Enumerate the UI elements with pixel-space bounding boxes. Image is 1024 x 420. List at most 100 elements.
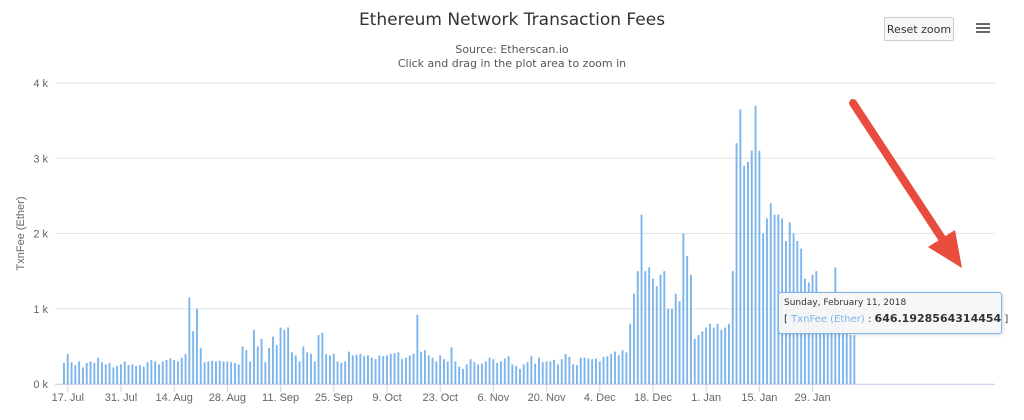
bar — [560, 359, 563, 384]
bar — [652, 278, 654, 384]
bar — [462, 368, 464, 384]
bar — [488, 357, 491, 384]
bar — [104, 364, 107, 384]
x-tick-label: 18. Dec — [634, 392, 672, 404]
bar — [63, 362, 65, 384]
red-arrow-icon — [849, 99, 962, 268]
bar — [173, 359, 176, 384]
y-tick-label: 1 k — [33, 304, 48, 316]
bar — [378, 355, 381, 384]
bar — [583, 357, 586, 384]
bar — [401, 359, 404, 384]
bar — [393, 353, 396, 384]
bar — [500, 361, 502, 384]
bar — [298, 361, 301, 384]
bar — [519, 368, 521, 384]
bar — [420, 351, 423, 384]
x-tick-label: 31. Jul — [105, 392, 137, 404]
y-tick-label: 0 k — [33, 379, 48, 391]
bar — [355, 354, 358, 384]
bar — [416, 314, 419, 384]
bar — [629, 323, 632, 384]
bar — [477, 364, 480, 384]
hamburger-menu-icon[interactable] — [974, 20, 992, 36]
bar — [602, 356, 605, 384]
bar — [595, 358, 597, 384]
bar — [272, 336, 274, 384]
x-tick-label: 6. Nov — [478, 392, 510, 404]
bar — [728, 323, 730, 384]
bar — [249, 361, 252, 384]
bar — [739, 109, 742, 384]
bar — [306, 352, 309, 384]
bar — [545, 361, 548, 384]
x-tick-label: 11. Sep — [262, 392, 299, 404]
bar — [530, 356, 533, 384]
tooltip-close-bracket: ] — [1004, 314, 1009, 325]
bar — [215, 361, 217, 384]
reset-zoom-button[interactable]: Reset zoom — [884, 17, 954, 41]
bar — [329, 355, 331, 384]
bar — [89, 361, 92, 384]
bar — [260, 338, 263, 384]
bar — [724, 327, 727, 384]
bar — [678, 301, 681, 384]
bar — [294, 355, 297, 384]
bar-series — [63, 105, 856, 385]
bar — [636, 271, 639, 385]
bar — [264, 362, 267, 384]
bar — [682, 233, 685, 384]
x-tick-label: 4. Dec — [584, 392, 616, 404]
bar — [101, 362, 103, 384]
bar — [234, 362, 236, 384]
bar — [211, 360, 214, 384]
bar — [169, 358, 172, 384]
bar — [332, 353, 335, 384]
bar — [773, 214, 776, 384]
x-tick-label: 20. Nov — [528, 392, 566, 404]
bar — [769, 203, 772, 384]
bar — [830, 308, 833, 384]
bar — [321, 332, 324, 384]
bar — [610, 353, 613, 384]
bar — [823, 316, 825, 384]
bar — [648, 267, 651, 384]
tooltip-separator: : — [867, 314, 872, 325]
bar — [617, 355, 620, 384]
bar — [572, 364, 575, 384]
bar — [621, 350, 624, 384]
tooltip-date: Sunday, February 11, 2018 — [784, 298, 907, 308]
bar — [237, 364, 240, 384]
bar — [435, 361, 438, 384]
bar — [454, 361, 457, 384]
bar — [199, 347, 202, 384]
bar — [735, 143, 738, 384]
bar — [256, 346, 259, 385]
bar — [697, 335, 700, 384]
bar — [302, 346, 305, 385]
chart-zoom-hint: Click and drag in the plot area to zoom … — [397, 57, 627, 70]
bar — [469, 359, 472, 384]
bar — [283, 329, 286, 384]
menu-line — [976, 31, 990, 33]
bar — [123, 361, 126, 384]
bar — [389, 353, 392, 384]
bar — [716, 323, 719, 384]
bar — [78, 361, 81, 384]
bar — [97, 357, 100, 384]
bar — [70, 362, 73, 384]
tooltip-open-bracket: [ — [784, 314, 788, 325]
bar — [348, 351, 350, 384]
bar — [370, 357, 373, 384]
data-tooltip: Sunday, February 11, 2018 [ TxnFee (Ethe… — [778, 292, 1008, 334]
bar — [667, 308, 670, 384]
bar — [849, 335, 852, 384]
bar — [127, 365, 130, 384]
y-tick-label: 3 k — [33, 153, 48, 165]
x-tick-label: 29. Jan — [795, 392, 831, 404]
bar — [310, 353, 312, 384]
bar — [93, 362, 96, 384]
menu-line — [976, 23, 990, 25]
bar — [606, 356, 609, 384]
